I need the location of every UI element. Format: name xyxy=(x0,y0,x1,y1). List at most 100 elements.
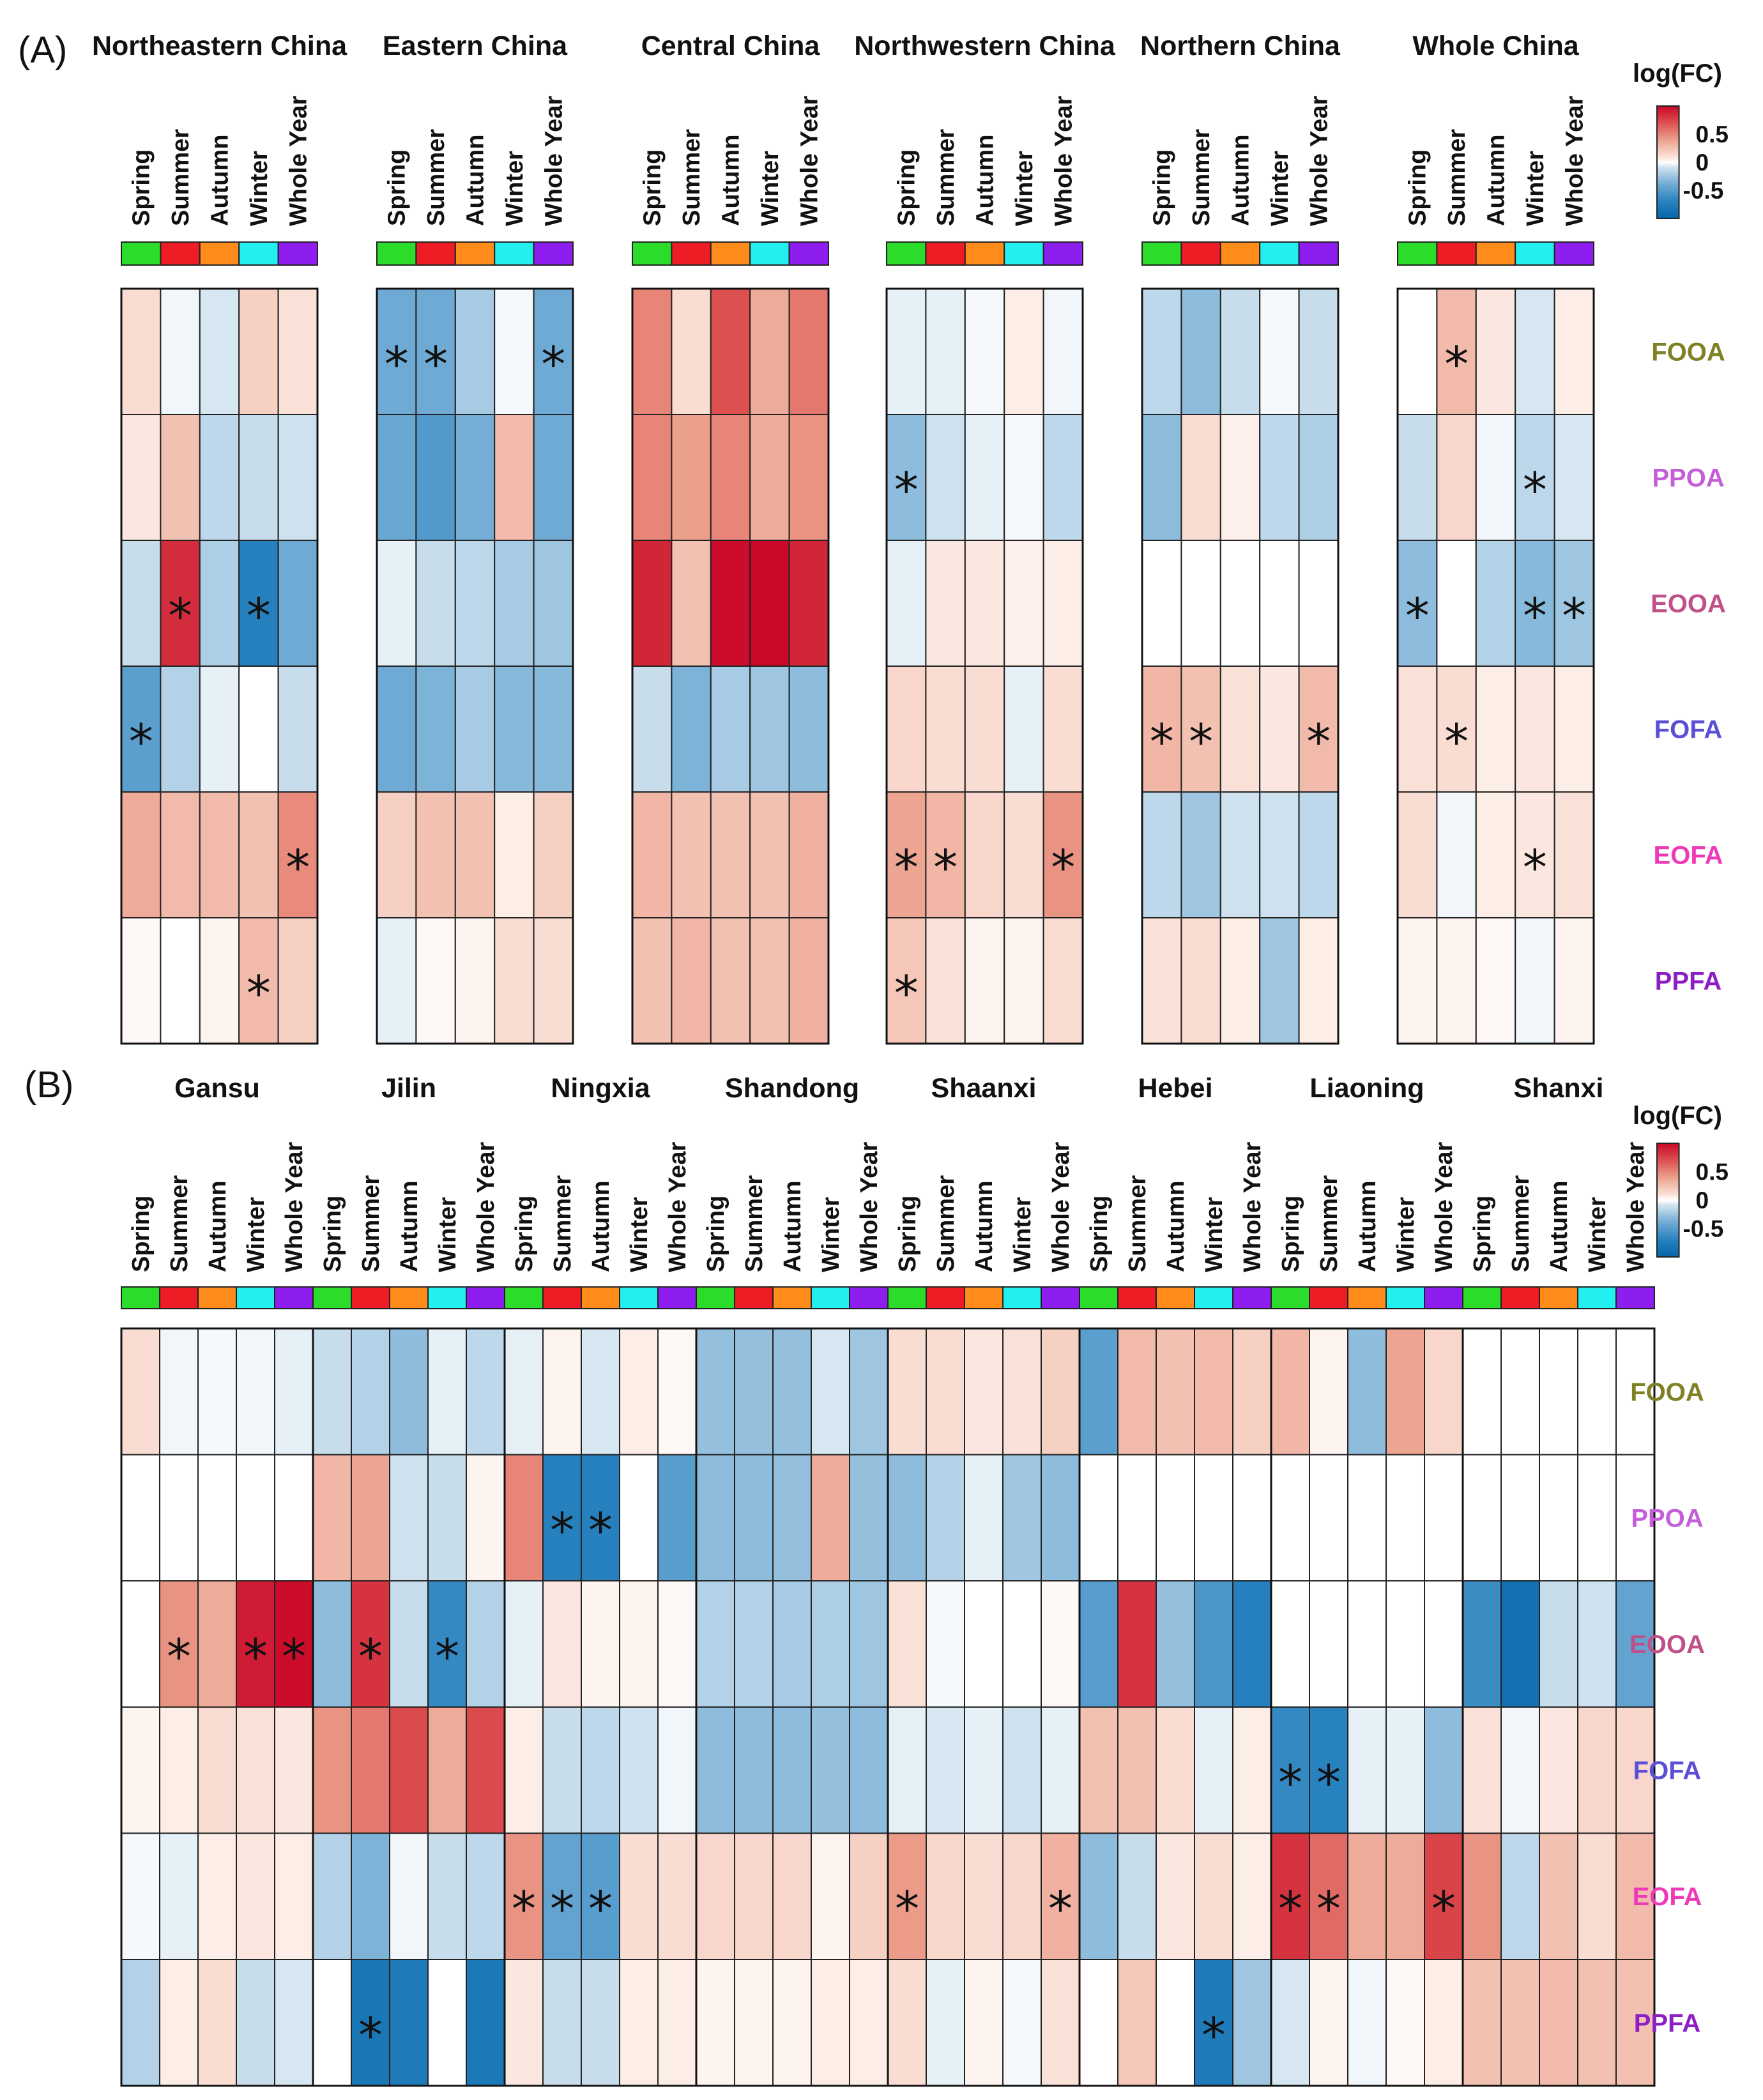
column-label-autumn: Autumn xyxy=(971,1180,998,1272)
cell-ppfa-summer xyxy=(1436,917,1477,1044)
cell-ppoa-spring xyxy=(1141,414,1182,541)
column-label-summer: Summer xyxy=(423,129,450,226)
cell-fofa-summer xyxy=(542,1706,582,1834)
panel-letter-a: (A) xyxy=(18,29,67,71)
cell-fofa-whole-year xyxy=(274,1706,314,1834)
cell-fooa-autumn xyxy=(1219,288,1261,415)
cell-ppoa-autumn xyxy=(199,414,240,541)
cell-ppoa-winter xyxy=(749,414,790,541)
column-label-whole-year: Whole Year xyxy=(1561,96,1588,226)
row-label-ppoa: PPOA xyxy=(1652,464,1724,492)
cell-eooa-summer xyxy=(1117,1580,1157,1708)
column-label-winter: Winter xyxy=(1009,1197,1036,1272)
cell-eooa-whole-year xyxy=(1041,1580,1080,1708)
cell-ppoa-spring xyxy=(1397,414,1438,541)
cell-fooa-winter xyxy=(1259,288,1300,415)
cell-ppoa-spring xyxy=(696,1454,735,1582)
cell-eofa-summer xyxy=(159,1832,199,1960)
cell-eooa-whole-year xyxy=(1298,540,1339,667)
cell-ppfa-whole-year xyxy=(277,917,319,1044)
season-swatch-autumn xyxy=(454,241,496,266)
cell-eofa-spring xyxy=(1462,1832,1502,1960)
cell-ppfa-winter xyxy=(494,917,535,1044)
cell-ppoa-summer xyxy=(351,1454,390,1582)
cell-fofa-winter xyxy=(494,666,535,793)
season-swatch-winter xyxy=(1259,241,1300,266)
significance-star: * xyxy=(129,713,153,770)
cell-fooa-winter xyxy=(1385,1328,1425,1456)
cell-fofa-winter xyxy=(427,1706,467,1834)
season-swatch-summer xyxy=(926,1286,965,1309)
cell-ppoa-winter xyxy=(236,1454,275,1582)
cell-ppoa-autumn xyxy=(1156,1454,1195,1582)
cell-ppfa-whole-year xyxy=(849,1959,889,2087)
significance-star: * xyxy=(167,1628,191,1685)
cell-ppoa-winter xyxy=(427,1454,467,1582)
column-label-whole-year: Whole Year xyxy=(540,96,567,226)
season-swatch-autumn xyxy=(581,1286,620,1309)
row-label-fofa: FOFA xyxy=(1633,1757,1702,1785)
season-swatch-winter xyxy=(494,241,535,266)
season-swatch-spring xyxy=(1462,1286,1502,1309)
cell-fofa-autumn xyxy=(964,1706,1004,1834)
significance-star: * xyxy=(894,839,919,896)
cell-fooa-winter xyxy=(427,1328,467,1456)
cell-eooa-autumn xyxy=(1539,1580,1578,1708)
season-swatch-summer xyxy=(1436,241,1477,266)
season-swatch-winter xyxy=(238,241,279,266)
column-label-spring: Spring xyxy=(1149,149,1176,226)
cell-eooa-autumn xyxy=(389,1580,429,1708)
season-swatch-autumn xyxy=(197,1286,237,1309)
heatmap-frame xyxy=(1396,287,1595,1045)
cell-eooa-winter xyxy=(236,1580,275,1708)
cell-ppoa-whole-year xyxy=(1553,414,1595,541)
season-swatch-autumn xyxy=(1156,1286,1195,1309)
cell-fooa-winter xyxy=(811,1328,850,1456)
cell-eofa-summer xyxy=(1180,791,1221,918)
cell-eofa-spring xyxy=(121,791,162,918)
cell-fofa-winter xyxy=(1004,666,1044,793)
heatmap-shanxi: Shanxi Spring Summer Autumn Winter Whole Year xyxy=(1462,1073,1656,2087)
cell-ppfa-summer xyxy=(1180,917,1221,1044)
cell-ppoa-whole-year xyxy=(466,1454,505,1582)
heatmap-frame xyxy=(376,287,574,1045)
row-label-fofa: FOFA xyxy=(1654,716,1723,744)
cell-fofa-spring xyxy=(121,666,162,793)
cell-fofa-summer xyxy=(925,666,966,793)
cell-ppfa-spring xyxy=(121,1959,160,2087)
cell-eooa-whole-year xyxy=(1042,540,1083,667)
column-label-spring: Spring xyxy=(639,149,666,226)
cell-fofa-winter xyxy=(238,666,279,793)
cell-fofa-autumn xyxy=(1347,1706,1387,1834)
heatmap-northwestern-china: Northwestern China Spring Summer Autumn Wint… xyxy=(854,31,1116,1045)
heatmap-gansu: Gansu Spring Summer Autumn Winter Whole Year *… xyxy=(120,1073,314,2087)
cell-fofa-whole-year xyxy=(277,666,319,793)
color-legend: log(FC) 0.50-0.5 xyxy=(1633,59,1729,219)
cell-ppfa-summer xyxy=(542,1959,582,2087)
cell-ppfa-winter xyxy=(619,1959,659,2087)
column-label-whole-year: Whole Year xyxy=(285,96,312,226)
column-label-spring: Spring xyxy=(1278,1196,1304,1272)
cell-eofa-summer xyxy=(1309,1832,1348,1960)
significance-star: * xyxy=(933,839,958,896)
cell-fooa-summer xyxy=(159,1328,199,1456)
cell-eooa-autumn xyxy=(1219,540,1261,667)
cell-eofa-winter xyxy=(1515,791,1555,918)
cell-fooa-spring xyxy=(312,1328,352,1456)
column-label-whole-year: Whole Year xyxy=(1050,96,1077,226)
cell-ppoa-spring xyxy=(312,1454,352,1582)
column-label-autumn: Autumn xyxy=(588,1180,614,1272)
cell-eooa-spring xyxy=(121,540,162,667)
cell-ppfa-winter xyxy=(1004,917,1044,1044)
column-label-whole-year: Whole Year xyxy=(1048,1142,1074,1272)
cell-fooa-whole-year xyxy=(466,1328,505,1456)
season-swatch-spring xyxy=(696,1286,735,1309)
cell-ppoa-autumn xyxy=(581,1454,620,1582)
cell-ppoa-winter xyxy=(1194,1454,1233,1582)
cell-eofa-autumn xyxy=(772,1832,812,1960)
cell-fofa-winter xyxy=(1577,1706,1617,1834)
cell-ppfa-spring xyxy=(1397,917,1438,1044)
heatmap-hebei: Hebei Spring Summer Autumn Winter Whole Year * xyxy=(1078,1073,1272,2087)
column-label-spring: Spring xyxy=(1405,149,1431,226)
cell-eofa-autumn xyxy=(454,791,496,918)
